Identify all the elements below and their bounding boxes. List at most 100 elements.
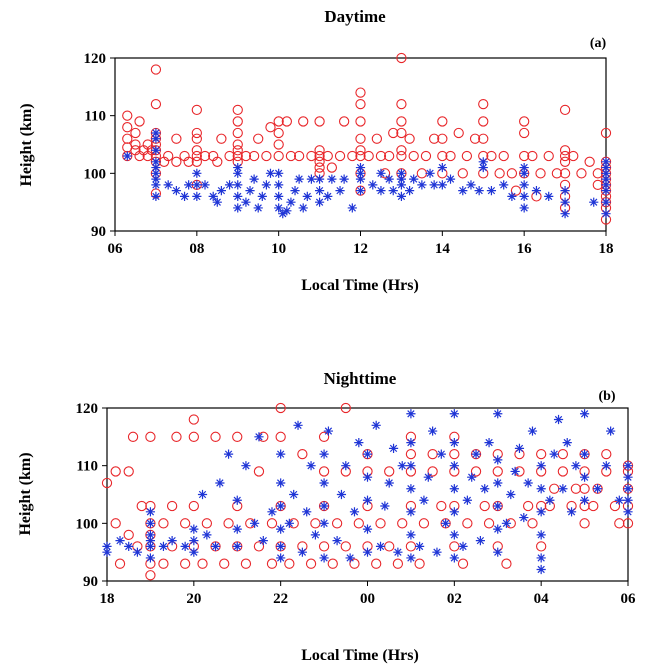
circle-point [314, 162, 325, 173]
star-point [212, 197, 222, 207]
star-point [290, 186, 300, 196]
circle-point [383, 150, 395, 162]
star-point [274, 180, 284, 190]
star-point [276, 478, 286, 488]
circle-point [340, 402, 351, 414]
circle-point [232, 431, 243, 442]
data-points [101, 402, 634, 581]
circle-point [322, 150, 333, 162]
circle-point [216, 133, 227, 144]
circle-point [559, 168, 571, 179]
circle-point [479, 500, 490, 512]
y-tick-label: 120 [84, 51, 107, 67]
circle-point [462, 518, 473, 529]
circle-point [396, 98, 407, 110]
star-point [241, 461, 251, 471]
circle-point [297, 448, 308, 460]
star-point [345, 553, 355, 563]
circle-point [248, 150, 260, 162]
circle-point [469, 133, 481, 144]
star-point [276, 553, 286, 563]
star-point [254, 432, 264, 442]
star-point [224, 180, 235, 190]
star-point [297, 547, 307, 557]
circle-point [396, 52, 407, 64]
circle-point [453, 127, 464, 139]
circle-point [163, 150, 174, 162]
star-point [458, 541, 468, 551]
star-point [151, 180, 161, 190]
circle-point [122, 122, 133, 133]
circle-point [183, 156, 194, 167]
star-point [441, 518, 451, 528]
circle-point [150, 98, 162, 110]
circle-point [584, 156, 595, 167]
star-point [601, 168, 611, 178]
circle-point [404, 133, 415, 144]
circle-point [191, 133, 202, 144]
star-point [282, 206, 292, 216]
star-point [319, 501, 329, 511]
star-point [274, 191, 284, 201]
star-point [467, 472, 477, 482]
circle-point [347, 150, 358, 162]
star-point [510, 466, 520, 477]
circle-point [210, 431, 221, 442]
circle-point [600, 127, 612, 139]
star-point [493, 547, 503, 557]
x-tick-label: 06 [621, 591, 637, 607]
star-point [560, 209, 570, 219]
circle-point [293, 150, 305, 162]
star-point [371, 420, 381, 430]
star-point [601, 174, 611, 184]
circle-point [519, 127, 530, 139]
star-point [376, 168, 386, 178]
star-point [284, 518, 294, 528]
circle-point [275, 402, 286, 414]
star-point [336, 489, 347, 500]
star-point [406, 530, 416, 540]
star-point [527, 426, 538, 436]
star-point [449, 507, 459, 517]
circle-point [130, 127, 141, 139]
star-point [406, 484, 416, 494]
star-point [200, 180, 210, 190]
x-tick-label: 14 [435, 241, 451, 257]
star-point [406, 461, 416, 471]
star-point [319, 518, 329, 528]
circle-point [414, 558, 425, 569]
circle-point [437, 133, 448, 144]
star-point [384, 478, 394, 488]
circle-point [559, 156, 571, 167]
circle-point [437, 150, 448, 162]
circle-point [179, 558, 191, 569]
circle-point [355, 116, 366, 127]
star-point [151, 145, 161, 155]
star-point [589, 197, 599, 207]
circle-point [314, 156, 325, 167]
star-point [507, 191, 517, 201]
circle-point [388, 127, 399, 139]
circle-point [536, 448, 547, 460]
x-tick-label: 18 [599, 241, 614, 257]
circle-point [240, 150, 252, 162]
star-point [145, 518, 156, 528]
star-point [384, 174, 394, 184]
star-point [523, 478, 533, 488]
circle-point [478, 98, 489, 110]
star-point [406, 553, 416, 563]
y-tick-label: 100 [84, 166, 107, 182]
star-point [294, 174, 304, 184]
star-point [184, 180, 194, 190]
star-point [314, 174, 325, 184]
circle-point [285, 150, 297, 162]
star-point [458, 186, 468, 196]
star-point [484, 438, 494, 448]
circle-point [408, 150, 419, 162]
star-point [593, 484, 603, 494]
star-point [417, 180, 427, 190]
star-point [396, 180, 407, 190]
chart-title: Daytime [324, 7, 386, 26]
circle-point [232, 127, 243, 139]
star-point [192, 191, 202, 201]
